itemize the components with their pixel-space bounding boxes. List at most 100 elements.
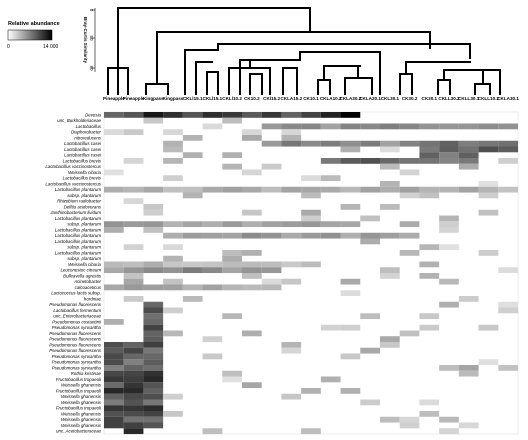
- heatmap-cell: [261, 284, 282, 291]
- heatmap-cell: [478, 250, 499, 256]
- heatmap-cell: [222, 163, 242, 170]
- heatmap-cell: [163, 175, 183, 182]
- heatmap-cell: [123, 278, 144, 285]
- taxon-label: Rhizobium radiobacter: [57, 199, 101, 204]
- legend-min-label: 0: [7, 44, 10, 50]
- heatmap-cell: [399, 140, 420, 147]
- sample-label: CKLL30.2: [438, 96, 460, 101]
- heatmap-cell: [380, 146, 400, 153]
- heatmap-cell: [222, 112, 242, 118]
- heatmap-cell: [380, 232, 400, 239]
- heatmap-cells: [104, 112, 518, 435]
- dendrogram-branch: [399, 73, 413, 95]
- heatmap-cell: [123, 353, 144, 360]
- heatmap-cell: [242, 209, 262, 216]
- heatmap-cell: [320, 112, 341, 118]
- sample-label: CKLl15.1: [203, 96, 223, 101]
- heatmap-cell: [163, 393, 183, 400]
- sample-label: CKLA10.2: [320, 96, 342, 101]
- heatmap-cell: [498, 158, 518, 164]
- heatmap-cell: [419, 140, 440, 147]
- heatmap-cell: [281, 347, 302, 354]
- heatmap-cell: [340, 158, 361, 164]
- taxon-label: Lactobacillus casei: [64, 141, 102, 146]
- heatmap-cell: [478, 186, 499, 193]
- taxon-label: Diaphorobacter: [71, 130, 102, 135]
- heatmap-cell: [281, 140, 302, 147]
- dendrogram-branch: [474, 83, 491, 95]
- heatmap-cell: [439, 416, 459, 423]
- taxon-label: Weissella cibaria: [68, 170, 101, 175]
- heatmap-cell: [104, 227, 124, 233]
- heatmap-cell: [222, 255, 242, 262]
- heatmap-cell: [399, 123, 420, 130]
- heatmap-cell: [261, 123, 282, 130]
- taxon-label: Pseudomonas fluorescens: [49, 337, 102, 342]
- heatmap-cell: [202, 336, 223, 343]
- taxon-label: Lactobacillus plantarum: [55, 251, 101, 256]
- heatmap-cell: [222, 117, 242, 124]
- heatmap-cell: [143, 353, 164, 360]
- heatmap-cell: [380, 186, 400, 193]
- heatmap-cell: [458, 140, 479, 147]
- heatmap-cell: [143, 382, 164, 389]
- heatmap-cell: [399, 169, 420, 176]
- heatmap-cell: [143, 411, 164, 417]
- heatmap-cell: [123, 370, 144, 377]
- heatmap-cell: [458, 370, 479, 377]
- heatmap-cell: [104, 353, 124, 360]
- heatmap-cell: [104, 319, 124, 325]
- heatmap-cell: [340, 186, 361, 193]
- heatmap-cell: [104, 169, 124, 176]
- heatmap-cell: [202, 186, 223, 193]
- dendrogram-branch: [217, 43, 471, 59]
- heatmap-cell: [261, 112, 282, 118]
- heatmap-cell: [320, 175, 341, 182]
- taxon-label: unc_Burkholderiaceae: [57, 118, 101, 123]
- heatmap-cell: [419, 186, 440, 193]
- heatmap-cell: [123, 422, 144, 429]
- heatmap-cell: [143, 204, 164, 210]
- heatmap-cell: [104, 422, 124, 429]
- heatmap-cell: [261, 261, 282, 268]
- taxon-label: Janthinobacterium lividum: [49, 210, 101, 215]
- taxon-label: Lactobacillus plantarum: [55, 187, 101, 192]
- dendrogram-tree: [107, 7, 501, 95]
- heatmap-cell: [301, 209, 321, 216]
- taxon-label: Fructobacillus tropaeoli: [56, 406, 102, 411]
- heatmap-cell: [419, 146, 440, 153]
- heatmap-cell: [281, 342, 302, 348]
- heatmap-cell: [320, 123, 341, 130]
- heatmap-cell: [478, 209, 499, 216]
- heatmap-cell: [281, 393, 302, 400]
- sample-label: Kingpass: [143, 96, 164, 101]
- heatmap-cell: [419, 313, 440, 320]
- heatmap-cell: [143, 422, 164, 429]
- heatmap-cell: [301, 215, 321, 222]
- heatmap-cell: [439, 123, 459, 130]
- heatmap-cell: [123, 411, 144, 417]
- heatmap-cell: [261, 221, 282, 228]
- taxon-label: Fructobacillus tropaeoli: [56, 377, 102, 382]
- heatmap-cell: [242, 221, 262, 228]
- heatmap-cell: [301, 221, 321, 228]
- heatmap-cell: [222, 232, 242, 239]
- taxon-label: Lactobacillus: [76, 124, 102, 129]
- heatmap-cell: [163, 330, 183, 337]
- taxon-label: Pseudomonas fluorescens: [49, 331, 102, 336]
- heatmap-cell: [340, 278, 361, 285]
- sample-label: CK30.2: [402, 96, 418, 101]
- legend: Relative abundance 0 14 000: [7, 21, 60, 50]
- dendrogram-axis: 0 50 90 Bray-Curtis Similarity: [83, 8, 96, 72]
- heatmap-cell: [261, 232, 282, 239]
- heatmap-cell: [104, 186, 124, 193]
- taxon-label: Weissella cibaria: [68, 262, 101, 267]
- heatmap-cell: [281, 135, 302, 141]
- heatmap-cell: [399, 416, 420, 423]
- heatmap-cell: [380, 123, 400, 130]
- heatmap-cell: [399, 192, 420, 199]
- heatmap-cell: [163, 140, 183, 147]
- dendrogram-branch: [443, 69, 501, 81]
- heatmap-cell: [380, 163, 400, 170]
- heatmap-cell: [439, 158, 459, 164]
